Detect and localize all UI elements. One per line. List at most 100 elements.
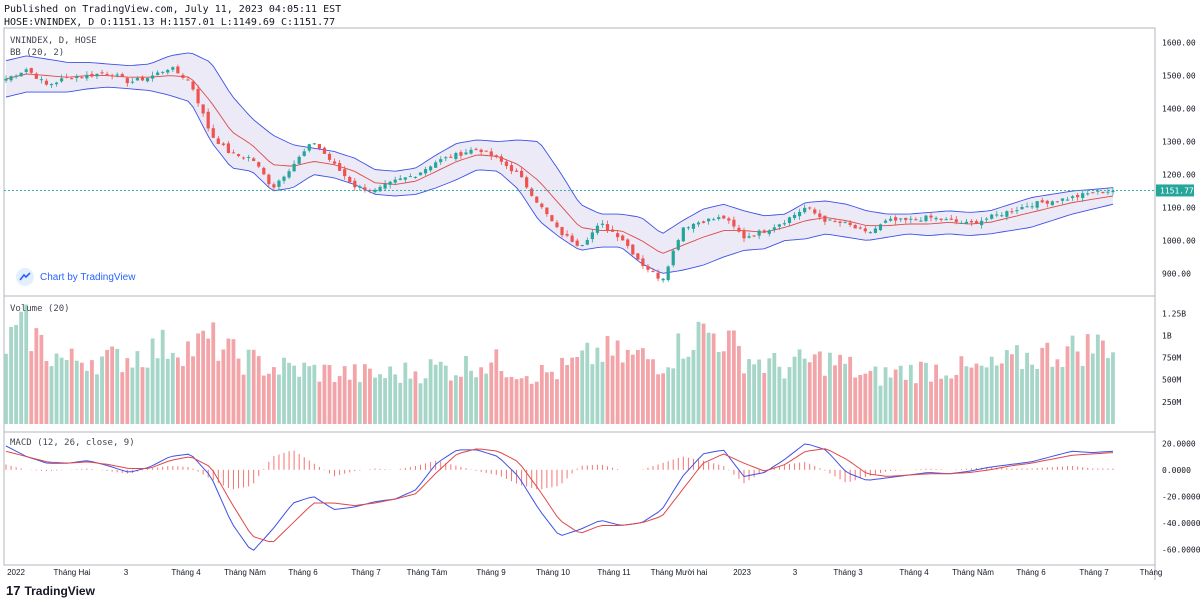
candle-body bbox=[297, 156, 301, 164]
candle bbox=[439, 156, 443, 165]
candle bbox=[681, 227, 685, 243]
volume-bar bbox=[570, 357, 575, 424]
candle-body bbox=[762, 230, 766, 233]
candle bbox=[555, 220, 559, 229]
candle-body bbox=[641, 258, 645, 266]
candle bbox=[4, 75, 8, 83]
candle-body bbox=[1070, 196, 1075, 199]
candle bbox=[297, 155, 301, 165]
candle-body bbox=[636, 253, 640, 260]
candle bbox=[1060, 198, 1065, 205]
volume-bar bbox=[201, 330, 206, 424]
candle-body bbox=[494, 155, 498, 158]
volume-bar bbox=[423, 378, 428, 424]
candle bbox=[226, 141, 231, 154]
candle-body bbox=[110, 75, 114, 77]
candle-body bbox=[484, 150, 488, 152]
candle bbox=[514, 168, 519, 172]
candle-body bbox=[853, 225, 857, 229]
candle-body bbox=[383, 183, 387, 189]
volume-bar bbox=[539, 365, 544, 424]
volume-bar bbox=[251, 349, 256, 424]
candle-body bbox=[868, 232, 872, 234]
candle bbox=[14, 74, 18, 80]
candle-body bbox=[257, 162, 261, 167]
volume-bar bbox=[504, 377, 509, 424]
candle bbox=[176, 64, 180, 74]
candle-body bbox=[19, 72, 23, 77]
volume-bar bbox=[984, 367, 989, 424]
candle bbox=[231, 149, 236, 154]
candle bbox=[449, 153, 453, 158]
candle bbox=[29, 67, 33, 75]
candle-body bbox=[509, 165, 514, 172]
time-axis[interactable]: 2022 Tháng Hai 3 Tháng 4 Tháng Năm Tháng 6 Thá… bbox=[7, 568, 1162, 577]
candle bbox=[792, 212, 797, 221]
candle bbox=[1015, 206, 1019, 214]
candle bbox=[186, 77, 190, 81]
tradingview-logo[interactable]: 17 TradingView bbox=[6, 583, 95, 598]
candle-body bbox=[924, 215, 928, 222]
candle-body bbox=[570, 235, 574, 242]
volume-bar bbox=[610, 355, 615, 424]
volume-bar bbox=[236, 358, 241, 424]
candle bbox=[1055, 201, 1059, 203]
candle-body bbox=[1096, 190, 1100, 192]
volume-legend: Volume (20) bbox=[10, 304, 70, 314]
candle bbox=[626, 238, 630, 249]
volume-bar bbox=[226, 338, 231, 424]
last-price-badge bbox=[1156, 184, 1194, 197]
candle bbox=[580, 244, 584, 247]
candle-body bbox=[661, 278, 665, 281]
candle bbox=[1050, 200, 1054, 206]
volume-bar bbox=[277, 374, 281, 424]
candle-body bbox=[236, 154, 241, 157]
candle-body bbox=[29, 68, 33, 73]
volume-bar bbox=[150, 338, 155, 424]
candle bbox=[722, 215, 726, 220]
candle bbox=[787, 216, 792, 227]
volume-bar bbox=[630, 354, 635, 424]
candle bbox=[39, 76, 43, 84]
volume-bar bbox=[337, 376, 342, 424]
volume-bar bbox=[95, 374, 99, 424]
candle bbox=[181, 73, 185, 80]
candle-body bbox=[1050, 201, 1054, 206]
volume-bar bbox=[74, 360, 79, 424]
candle-body bbox=[848, 222, 852, 225]
candle-body bbox=[150, 75, 155, 79]
volume-bar bbox=[620, 362, 625, 424]
macd-pane bbox=[5, 443, 1114, 551]
volume-bar bbox=[1065, 346, 1070, 424]
candle-body bbox=[9, 76, 13, 81]
candle bbox=[666, 265, 670, 282]
volume-pane bbox=[4, 304, 1115, 424]
volume-bar bbox=[362, 364, 367, 424]
candle-body bbox=[979, 220, 984, 226]
price-tick-label: 1200.00 bbox=[1162, 171, 1196, 180]
candle-body bbox=[782, 223, 787, 225]
volume-bar bbox=[135, 351, 140, 424]
chart-by-tradingview-badge[interactable]: Chart by TradingView bbox=[16, 268, 135, 286]
candle-body bbox=[974, 221, 979, 224]
volume-bar bbox=[155, 358, 160, 424]
candle bbox=[631, 244, 635, 256]
candle-body bbox=[712, 219, 716, 221]
candle-body bbox=[4, 78, 8, 81]
candle bbox=[899, 218, 903, 222]
time-tick-label: 3 bbox=[793, 568, 798, 577]
bb-lower-line bbox=[5, 86, 1114, 274]
candle bbox=[65, 73, 69, 79]
candle-body bbox=[70, 78, 74, 80]
candle-body bbox=[919, 220, 923, 222]
candle bbox=[75, 74, 79, 82]
candle-body bbox=[479, 149, 483, 153]
price-axes[interactable]: 1600.00 1500.00 1400.00 1300.00 1200.00 1100.… bbox=[1156, 39, 1200, 555]
candle bbox=[454, 151, 458, 162]
volume-bar bbox=[272, 367, 276, 424]
candle bbox=[929, 212, 933, 222]
volume-bar bbox=[716, 351, 721, 424]
volume-bar bbox=[438, 361, 443, 424]
volume-bar bbox=[418, 383, 423, 424]
